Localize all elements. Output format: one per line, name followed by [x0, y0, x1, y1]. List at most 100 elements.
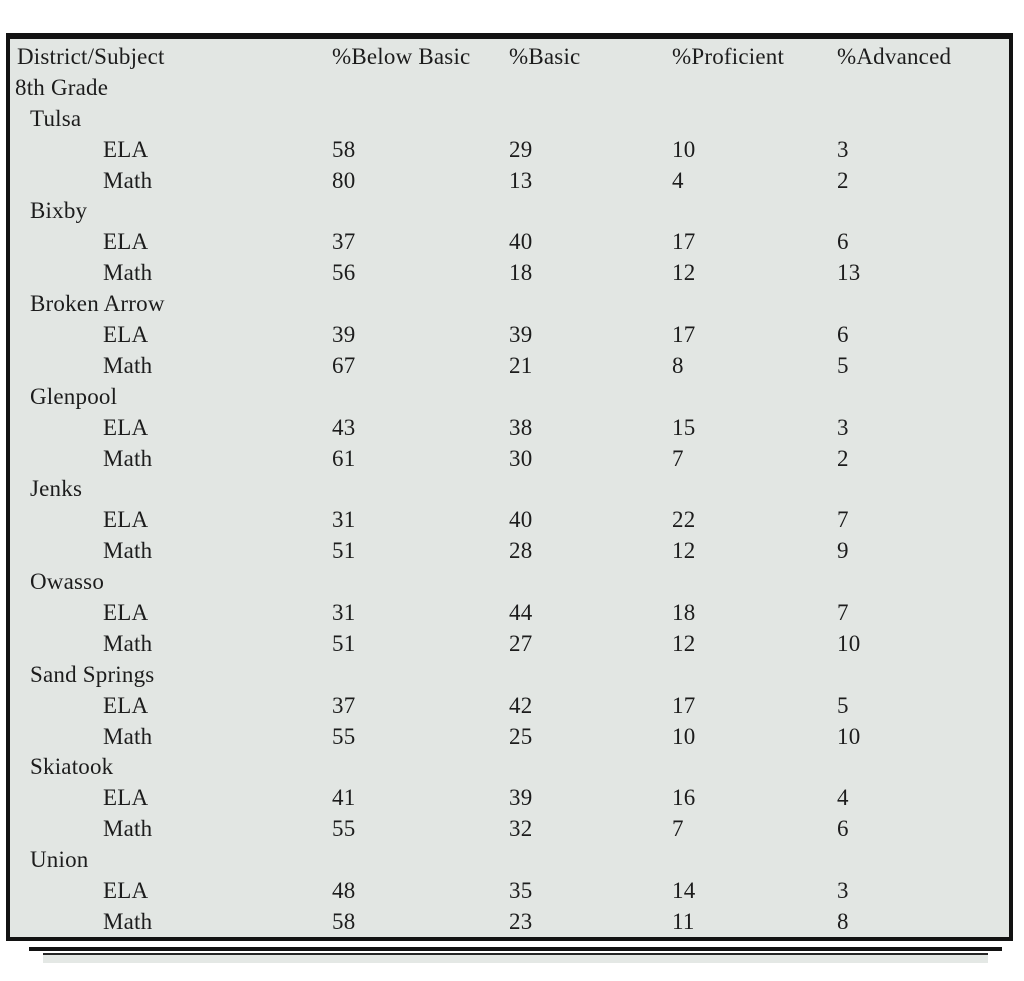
- subject-label: ELA: [103, 322, 149, 348]
- column-header: %Below Basic: [332, 44, 471, 69]
- value-cell: 8: [672, 352, 684, 378]
- value-cell: 25: [509, 723, 533, 749]
- table-row: Math 56 18 12 13: [13, 258, 1005, 289]
- value-cell: 28: [509, 538, 533, 564]
- table-row: Math 80 13 4 2: [13, 166, 1005, 197]
- value-cell: 51: [332, 630, 356, 656]
- value-cell: 2: [837, 445, 849, 471]
- value-cell: 22: [672, 507, 696, 533]
- table-row: ELA 58 29 10 3: [13, 135, 1005, 166]
- value-cell: 7: [837, 600, 849, 626]
- district-label: Glenpool: [30, 383, 118, 409]
- table-row: Math 51 28 12 9: [13, 536, 1005, 567]
- value-cell: 17: [672, 692, 696, 718]
- value-cell: 21: [509, 352, 533, 378]
- value-cell: 44: [509, 600, 533, 626]
- table-row: Jenks: [13, 474, 1005, 505]
- table-row: Math 51 27 12 10: [13, 629, 1005, 660]
- value-cell: 13: [837, 260, 861, 286]
- value-cell: 3: [837, 414, 849, 440]
- table-row: Tulsa: [13, 104, 1005, 135]
- value-cell: 61: [332, 445, 356, 471]
- value-cell: 31: [332, 600, 356, 626]
- value-cell: 10: [672, 723, 696, 749]
- table-row: Glenpool: [13, 382, 1005, 413]
- value-cell: 9: [837, 538, 849, 564]
- table-row: ELA 37 40 17 6: [13, 227, 1005, 258]
- value-cell: 6: [837, 816, 849, 842]
- district-label: Tulsa: [30, 105, 82, 131]
- value-cell: 12: [672, 538, 696, 564]
- value-cell: 18: [672, 600, 696, 626]
- value-cell: 7: [837, 507, 849, 533]
- table-row: Broken Arrow: [13, 289, 1005, 320]
- value-cell: 27: [509, 630, 533, 656]
- value-cell: 2: [837, 167, 849, 193]
- value-cell: 41: [332, 785, 356, 811]
- table-row: Math 58 23 11 8: [13, 907, 1005, 938]
- district-label: Owasso: [30, 569, 105, 595]
- value-cell: 4: [672, 167, 684, 193]
- table-row: Math 67 21 8 5: [13, 351, 1005, 382]
- subject-label: ELA: [103, 507, 149, 533]
- table-row: Owasso: [13, 567, 1005, 598]
- value-cell: 56: [332, 260, 356, 286]
- value-cell: 5: [837, 352, 849, 378]
- value-cell: 23: [509, 908, 533, 934]
- table-row: ELA 31 40 22 7: [13, 505, 1005, 536]
- value-cell: 67: [332, 352, 356, 378]
- value-cell: 39: [509, 322, 533, 348]
- value-cell: 17: [672, 229, 696, 255]
- table-row: Sand Springs: [13, 660, 1005, 691]
- subject-label: Math: [103, 630, 153, 656]
- subject-label: Math: [103, 723, 153, 749]
- value-cell: 39: [509, 785, 533, 811]
- results-table: District/Subject %Below Basic %Basic %Profi…: [6, 33, 1013, 941]
- value-cell: 6: [837, 322, 849, 348]
- next-table-top-edge: [29, 947, 1002, 981]
- value-cell: 7: [672, 445, 684, 471]
- value-cell: 58: [332, 136, 356, 162]
- value-cell: 13: [509, 167, 533, 193]
- value-cell: 43: [332, 414, 356, 440]
- table-row: Bixby: [13, 196, 1005, 227]
- value-cell: 55: [332, 816, 356, 842]
- district-label: Skiatook: [30, 754, 114, 780]
- table-row: ELA 31 44 18 7: [13, 598, 1005, 629]
- column-header-district-subject: District/Subject: [17, 44, 165, 69]
- column-header: %Proficient: [672, 44, 785, 69]
- value-cell: 18: [509, 260, 533, 286]
- subject-label: Math: [103, 167, 153, 193]
- value-cell: 12: [672, 260, 696, 286]
- value-cell: 3: [837, 136, 849, 162]
- value-cell: 29: [509, 136, 533, 162]
- table-row: ELA 39 39 17 6: [13, 320, 1005, 351]
- value-cell: 31: [332, 507, 356, 533]
- value-cell: 6: [837, 229, 849, 255]
- subject-label: ELA: [103, 878, 149, 904]
- table-row: Math 55 25 10 10: [13, 722, 1005, 753]
- subject-label: Math: [103, 816, 153, 842]
- value-cell: 12: [672, 630, 696, 656]
- value-cell: 48: [332, 878, 356, 904]
- value-cell: 80: [332, 167, 356, 193]
- value-cell: 42: [509, 692, 533, 718]
- value-cell: 14: [672, 878, 696, 904]
- subject-label: ELA: [103, 692, 149, 718]
- table-row: ELA 48 35 14 3: [13, 876, 1005, 907]
- subject-label: ELA: [103, 414, 149, 440]
- subject-label: Math: [103, 908, 153, 934]
- value-cell: 55: [332, 723, 356, 749]
- value-cell: 7: [672, 816, 684, 842]
- value-cell: 4: [837, 785, 849, 811]
- table-row: ELA 43 38 15 3: [13, 413, 1005, 444]
- value-cell: 40: [509, 507, 533, 533]
- table-header-row: District/Subject %Below Basic %Basic %Profi…: [13, 42, 1005, 73]
- table-row: ELA 41 39 16 4: [13, 783, 1005, 814]
- district-label: Union: [30, 847, 89, 873]
- table-row: Math 61 30 7 2: [13, 444, 1005, 475]
- value-cell: 10: [837, 630, 861, 656]
- value-cell: 37: [332, 229, 356, 255]
- value-cell: 32: [509, 816, 533, 842]
- subject-label: ELA: [103, 136, 149, 162]
